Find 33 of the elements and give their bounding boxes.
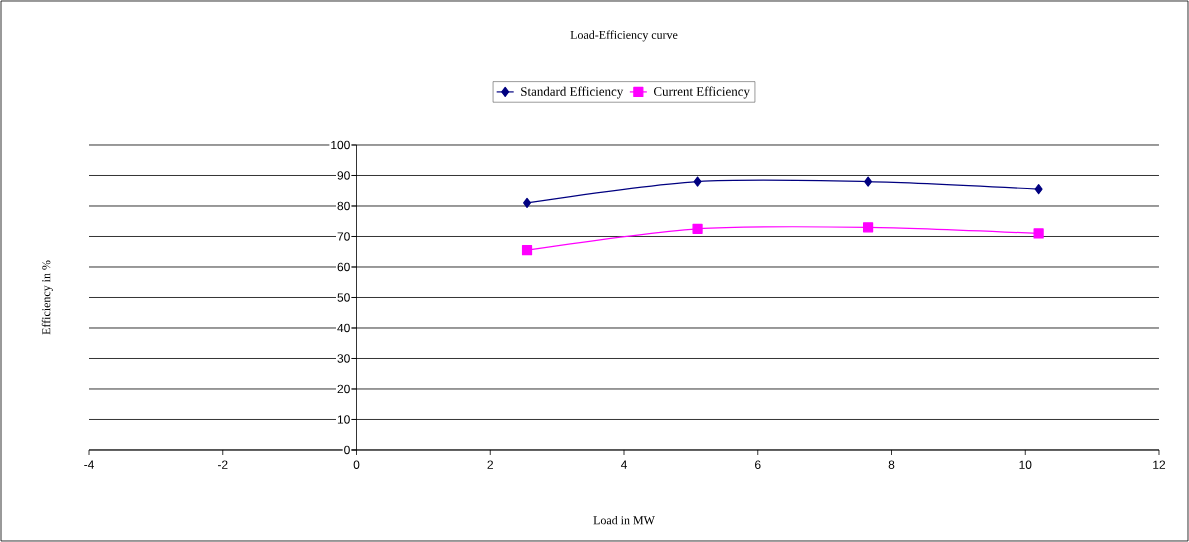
legend-label: Current Efficiency: [653, 86, 750, 99]
point: [863, 222, 874, 233]
y-tick-label: 40: [337, 323, 350, 333]
point: [864, 176, 873, 187]
y-tick-label: 0: [344, 445, 350, 455]
y-tick-label: 100: [331, 140, 350, 150]
y-axis-title: Efficiency in %: [41, 260, 53, 335]
point: [1033, 228, 1044, 239]
point: [692, 223, 703, 234]
chart-title: Load-Efficiency curve: [570, 30, 678, 42]
x-axis-title: Load in MW: [593, 515, 655, 525]
y-tick-label: 50: [337, 293, 350, 302]
y-tick-label: 10: [337, 415, 350, 424]
y-tick-label: 30: [337, 354, 350, 363]
x-tick-label: 6: [755, 460, 761, 469]
x-tick-label: 8: [888, 460, 895, 469]
legend-label: Standard Efficiency: [521, 86, 624, 99]
y-tick-label: 70: [337, 232, 350, 241]
y-tick-label: 20: [337, 384, 350, 394]
x-tick-label: -2: [217, 460, 228, 469]
x-tick-label: 12: [1153, 460, 1166, 469]
y-tick-label: 90: [337, 171, 350, 180]
x-tick-label: 10: [1019, 460, 1032, 469]
x-tick-label: -4: [84, 460, 94, 469]
y-tick-label: 80: [337, 201, 350, 211]
point: [1034, 184, 1043, 195]
point: [521, 245, 533, 256]
x-tick-label: 0: [353, 460, 360, 469]
point: [523, 197, 532, 209]
y-tick-label: 60: [337, 262, 350, 272]
x-tick-label: 2: [487, 460, 493, 469]
x-tick-label: 4: [620, 460, 627, 469]
point: [693, 176, 702, 187]
